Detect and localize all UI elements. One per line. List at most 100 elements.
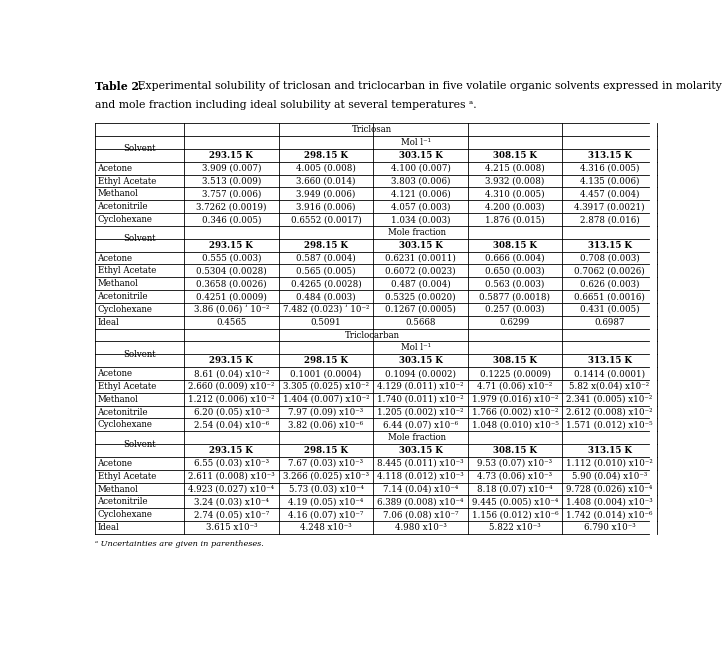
Text: 4.71 (0.06) x10⁻²: 4.71 (0.06) x10⁻² (478, 382, 552, 391)
Text: 4.16 (0.07) x10⁻⁷: 4.16 (0.07) x10⁻⁷ (288, 510, 364, 519)
Text: Triclocarban: Triclocarban (345, 331, 399, 340)
Text: 4.100 (0.007): 4.100 (0.007) (391, 163, 450, 172)
Text: 3.7262 (0.0019): 3.7262 (0.0019) (196, 202, 266, 211)
Text: 4.215 (0.008): 4.215 (0.008) (485, 163, 545, 172)
Text: 0.5304 (0.0028): 0.5304 (0.0028) (196, 266, 266, 275)
Text: 1.034 (0.003): 1.034 (0.003) (391, 215, 450, 224)
Text: Methanol: Methanol (97, 279, 139, 288)
Text: Cyclohexane: Cyclohexane (97, 305, 152, 314)
Text: and mole fraction including ideal solubility at several temperatures ᵃ.: and mole fraction including ideal solubi… (95, 100, 477, 110)
Text: 6.20 (0.05) x10⁻³: 6.20 (0.05) x10⁻³ (194, 408, 269, 417)
Text: 3.266 (0.025) x10⁻³: 3.266 (0.025) x10⁻³ (283, 472, 369, 481)
Text: 1.742 (0.014) x10⁻⁶: 1.742 (0.014) x10⁻⁶ (566, 510, 653, 519)
Text: 7.06 (0.08) x10⁻⁷: 7.06 (0.08) x10⁻⁷ (383, 510, 458, 519)
Text: 4.005 (0.008): 4.005 (0.008) (296, 163, 356, 172)
Text: 2.74 (0.05) x10⁻⁷: 2.74 (0.05) x10⁻⁷ (194, 510, 269, 519)
Text: 0.666 (0.004): 0.666 (0.004) (485, 253, 544, 262)
Text: 4.248 x10⁻³: 4.248 x10⁻³ (300, 523, 352, 532)
Text: 298.15 K: 298.15 K (304, 241, 348, 250)
Text: Acetonitrile: Acetonitrile (97, 202, 148, 211)
Text: 0.555 (0.003): 0.555 (0.003) (202, 253, 261, 262)
Text: 303.15 K: 303.15 K (399, 151, 442, 160)
Text: 0.6987: 0.6987 (595, 318, 625, 327)
Text: Ethyl Acetate: Ethyl Acetate (97, 176, 156, 185)
Text: Ideal: Ideal (97, 523, 119, 532)
Text: 4.135 (0.006): 4.135 (0.006) (580, 176, 640, 185)
Text: 9.445 (0.005) x10⁻⁴: 9.445 (0.005) x10⁻⁴ (472, 497, 558, 506)
Text: 4.121 (0.006): 4.121 (0.006) (391, 189, 450, 198)
Text: 2.54 (0.04) x10⁻⁶: 2.54 (0.04) x10⁻⁶ (194, 421, 269, 430)
Text: Ethyl Acetate: Ethyl Acetate (97, 266, 156, 275)
Text: Solvent: Solvent (123, 349, 156, 359)
Text: 0.5091: 0.5091 (311, 318, 341, 327)
Text: 6.790 x10⁻³: 6.790 x10⁻³ (584, 523, 635, 532)
Text: 0.1267 (0.0005): 0.1267 (0.0005) (385, 305, 456, 314)
Text: 313.15 K: 313.15 K (587, 356, 632, 365)
Text: 1.571 (0.012) x10⁻⁵: 1.571 (0.012) x10⁻⁵ (566, 421, 653, 430)
Text: 0.6299: 0.6299 (499, 318, 530, 327)
Text: 7.67 (0.03) x10⁻³: 7.67 (0.03) x10⁻³ (288, 459, 364, 468)
Text: 0.6072 (0.0023): 0.6072 (0.0023) (386, 266, 456, 275)
Text: 9.53 (0.07) x10⁻³: 9.53 (0.07) x10⁻³ (478, 459, 552, 468)
Text: 0.563 (0.003): 0.563 (0.003) (485, 279, 544, 288)
Text: 3.615 x10⁻³: 3.615 x10⁻³ (205, 523, 257, 532)
Text: 0.4265 (0.0028): 0.4265 (0.0028) (290, 279, 362, 288)
Text: 1.156 (0.012) x10⁻⁶: 1.156 (0.012) x10⁻⁶ (472, 510, 558, 519)
Text: 0.5668: 0.5668 (405, 318, 436, 327)
Text: Experimental solubility of triclosan and triclocarban in five volatile organic s: Experimental solubility of triclosan and… (134, 81, 721, 91)
Text: 0.3658 (0.0026): 0.3658 (0.0026) (196, 279, 266, 288)
Text: 0.1225 (0.0009): 0.1225 (0.0009) (480, 369, 550, 378)
Text: 303.15 K: 303.15 K (399, 356, 442, 365)
Text: 0.487 (0.004): 0.487 (0.004) (391, 279, 450, 288)
Text: 1.740 (0.011) x10⁻²: 1.740 (0.011) x10⁻² (377, 395, 464, 404)
Text: 0.346 (0.005): 0.346 (0.005) (202, 215, 261, 224)
Text: ᵃ Uncertainties are given in parentheses.: ᵃ Uncertainties are given in parentheses… (95, 540, 264, 548)
Text: 0.587 (0.004): 0.587 (0.004) (296, 253, 356, 262)
Text: 0.6651 (0.0016): 0.6651 (0.0016) (574, 292, 645, 301)
Text: Cyclohexane: Cyclohexane (97, 510, 152, 519)
Text: 5.73 (0.03) x10⁻⁴: 5.73 (0.03) x10⁻⁴ (288, 484, 364, 494)
Text: 1.048 (0.010) x10⁻⁵: 1.048 (0.010) x10⁻⁵ (472, 421, 558, 430)
Text: 7.482 (0.023) ʹ 10⁻²: 7.482 (0.023) ʹ 10⁻² (282, 305, 369, 314)
Text: Acetonitrile: Acetonitrile (97, 292, 148, 301)
Text: 0.565 (0.005): 0.565 (0.005) (296, 266, 356, 275)
Text: Acetone: Acetone (97, 459, 133, 468)
Text: 293.15 K: 293.15 K (210, 241, 253, 250)
Text: 298.15 K: 298.15 K (304, 151, 348, 160)
Text: 303.15 K: 303.15 K (399, 241, 442, 250)
Text: 3.932 (0.008): 3.932 (0.008) (485, 176, 544, 185)
Text: 4.3917 (0.0021): 4.3917 (0.0021) (574, 202, 645, 211)
Text: 2.341 (0.005) x10⁻²: 2.341 (0.005) x10⁻² (566, 395, 653, 404)
Text: 9.728 (0.026) x10⁻⁴: 9.728 (0.026) x10⁻⁴ (566, 484, 653, 494)
Text: 0.5325 (0.0020): 0.5325 (0.0020) (386, 292, 456, 301)
Text: 5.90 (0.04) x10⁻³: 5.90 (0.04) x10⁻³ (572, 472, 647, 481)
Text: 0.1001 (0.0004): 0.1001 (0.0004) (290, 369, 362, 378)
Text: Methanol: Methanol (97, 484, 139, 494)
Text: 308.15 K: 308.15 K (493, 446, 537, 455)
Text: 0.7062 (0.0026): 0.7062 (0.0026) (574, 266, 645, 275)
Text: Mole fraction: Mole fraction (388, 228, 446, 237)
Text: 6.389 (0.008) x10⁻⁴: 6.389 (0.008) x10⁻⁴ (378, 497, 464, 506)
Text: 0.708 (0.003): 0.708 (0.003) (579, 253, 640, 262)
Text: 1.205 (0.002) x10⁻²: 1.205 (0.002) x10⁻² (378, 408, 464, 417)
Text: Solvent: Solvent (123, 145, 156, 154)
Text: 1.112 (0.010) x10⁻²: 1.112 (0.010) x10⁻² (566, 459, 653, 468)
Text: 4.73 (0.06) x10⁻³: 4.73 (0.06) x10⁻³ (478, 472, 552, 481)
Text: 0.484 (0.003): 0.484 (0.003) (296, 292, 356, 301)
Text: 0.6231 (0.0011): 0.6231 (0.0011) (385, 253, 456, 262)
Text: 7.97 (0.09) x10⁻³: 7.97 (0.09) x10⁻³ (288, 408, 364, 417)
Text: 293.15 K: 293.15 K (210, 356, 253, 365)
Text: 1.876 (0.015): 1.876 (0.015) (485, 215, 545, 224)
Text: 298.15 K: 298.15 K (304, 446, 348, 455)
Text: 4.310 (0.005): 4.310 (0.005) (485, 189, 544, 198)
Text: Triclosan: Triclosan (352, 125, 392, 134)
Text: 1.766 (0.002) x10⁻²: 1.766 (0.002) x10⁻² (472, 408, 558, 417)
Text: Ethyl Acetate: Ethyl Acetate (97, 382, 156, 391)
Text: 3.660 (0.014): 3.660 (0.014) (296, 176, 356, 185)
Text: Table 2.: Table 2. (95, 81, 143, 92)
Text: Methanol: Methanol (97, 395, 139, 404)
Text: Mol l⁻¹: Mol l⁻¹ (401, 344, 431, 352)
Text: 0.431 (0.005): 0.431 (0.005) (579, 305, 640, 314)
Text: 4.980 x10⁻³: 4.980 x10⁻³ (394, 523, 446, 532)
Text: 5.822 x10⁻³: 5.822 x10⁻³ (489, 523, 541, 532)
